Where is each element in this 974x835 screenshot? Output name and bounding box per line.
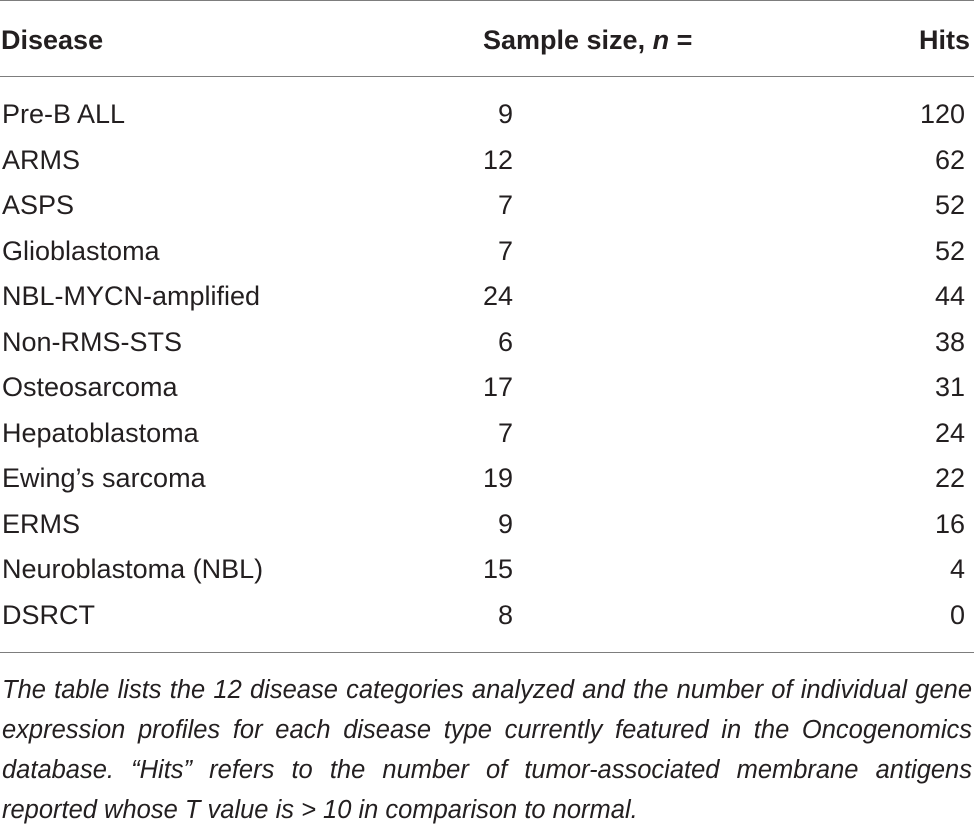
cell-sample-size: 24 (482, 281, 513, 311)
cell-sample-size: 12 (482, 144, 513, 175)
cell-disease: NBL-MYCN-amplified (2, 281, 261, 311)
table-row: Hepatoblastoma 7 24 (0, 411, 974, 457)
cell-sample-size: 9 (497, 99, 513, 129)
table-row: ASPS 7 52 (0, 183, 974, 229)
cell-sample-size: 19 (482, 463, 513, 493)
table-row: Osteosarcoma 17 31 (0, 365, 974, 411)
cell-hits: 24 (934, 417, 965, 448)
table-row: Non-RMS-STS 6 38 (0, 320, 974, 366)
cell-disease: Osteosarcoma (2, 372, 178, 402)
cell-hits: 16 (934, 508, 965, 539)
cell-hits: 44 (934, 281, 965, 311)
cell-hits: 120 (919, 99, 965, 129)
cell-sample-size: 6 (497, 326, 513, 357)
cell-sample-size: 9 (497, 508, 513, 539)
header-rule (0, 76, 974, 77)
cell-sample-size: 7 (497, 235, 513, 266)
cell-sample-size: 8 (497, 599, 513, 630)
top-rule (0, 0, 974, 1)
table-row: NBL-MYCN-amplified 24 44 (0, 274, 974, 320)
table-header: Disease Sample size, n = Hits (0, 20, 974, 60)
header-sample-size-label: Sample size, (483, 25, 653, 55)
table-row: ARMS 12 62 (0, 138, 974, 184)
table-row: Pre-B ALL 9 120 (0, 92, 974, 138)
cell-hits: 38 (934, 326, 965, 357)
cell-disease: Ewing’s sarcoma (2, 463, 206, 493)
cell-sample-size: 15 (482, 554, 513, 584)
cell-sample-size: 7 (497, 190, 513, 220)
table-row: Glioblastoma 7 52 (0, 229, 974, 275)
header-disease: Disease (1, 25, 104, 55)
cell-hits: 52 (934, 190, 965, 220)
cell-hits: 0 (949, 599, 965, 630)
header-sample-size-equals: = (669, 25, 693, 55)
table-row: Ewing’s sarcoma 19 22 (0, 456, 974, 502)
cell-disease: Neuroblastoma (NBL) (2, 554, 264, 584)
cell-disease: Non-RMS-STS (2, 326, 183, 357)
table-body: Pre-B ALL 9 120 ARMS 12 62 ASPS 7 52 Glioblastoma… (0, 92, 974, 638)
cell-disease: ERMS (2, 508, 81, 539)
cell-sample-size: 17 (482, 372, 513, 402)
bottom-rule (0, 652, 974, 653)
cell-disease: Pre-B ALL (2, 99, 126, 129)
table-row: DSRCT 8 0 (0, 593, 974, 639)
cell-disease: DSRCT (2, 599, 95, 630)
cell-hits: 62 (934, 144, 965, 175)
cell-hits: 22 (934, 463, 965, 493)
cell-hits: 31 (934, 372, 965, 402)
cell-disease: Hepatoblastoma (2, 417, 199, 448)
cell-hits: 4 (949, 554, 965, 584)
cell-disease: Glioblastoma (2, 235, 160, 266)
table-footnote: The table lists the 12 disease categorie… (2, 676, 972, 824)
table-row: Neuroblastoma (NBL) 15 4 (0, 547, 974, 593)
header-hits: Hits (918, 25, 970, 55)
header-sample-size-variable: n (652, 25, 670, 55)
cell-sample-size: 7 (497, 417, 513, 448)
header-sample-size: Sample size, n = (483, 20, 692, 60)
cell-disease: ARMS (2, 144, 81, 175)
cell-disease: ASPS (2, 190, 75, 220)
table-row: ERMS 9 16 (0, 502, 974, 548)
cell-hits: 52 (934, 235, 965, 266)
